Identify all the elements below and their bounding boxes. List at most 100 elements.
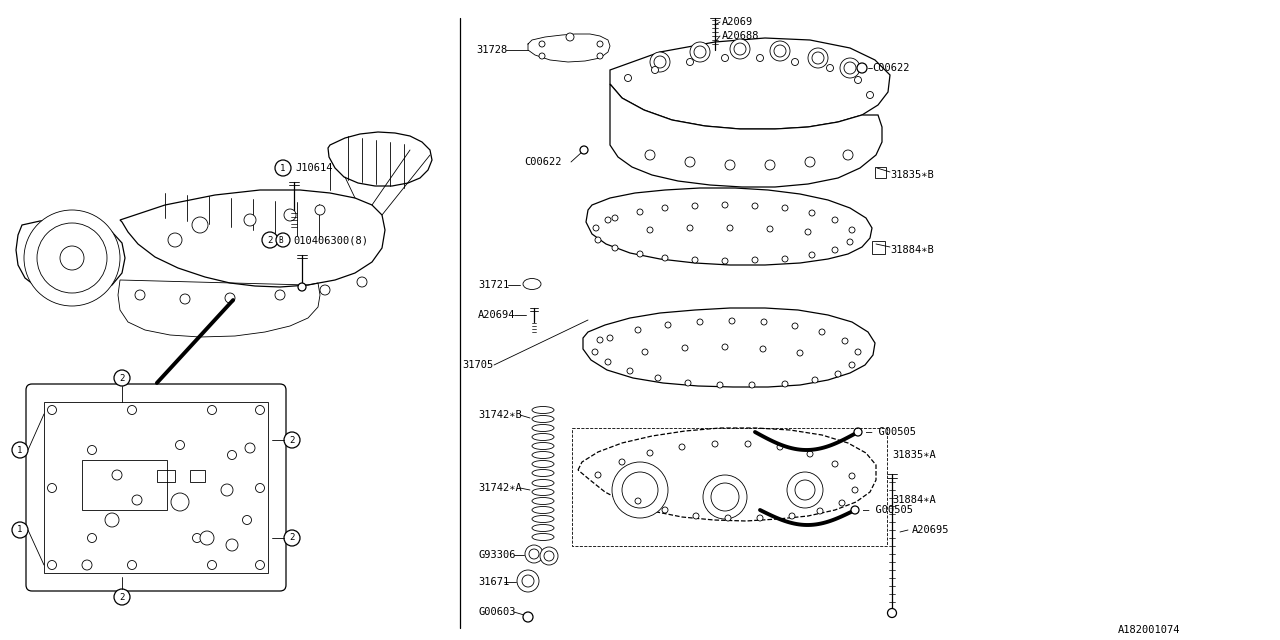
Circle shape (756, 54, 763, 61)
Polygon shape (579, 428, 876, 521)
Circle shape (662, 205, 668, 211)
Bar (157, 470, 175, 482)
Bar (44, 402, 268, 573)
Circle shape (749, 382, 755, 388)
Circle shape (529, 549, 539, 559)
Circle shape (544, 551, 554, 561)
Circle shape (690, 42, 710, 62)
Circle shape (727, 225, 733, 231)
Circle shape (760, 346, 765, 352)
Circle shape (128, 406, 137, 415)
Polygon shape (586, 188, 872, 265)
Ellipse shape (532, 406, 554, 413)
Circle shape (227, 539, 238, 551)
Text: C00622: C00622 (872, 63, 910, 73)
Circle shape (692, 257, 698, 263)
Circle shape (275, 160, 291, 176)
Circle shape (795, 480, 815, 500)
Text: 2: 2 (119, 374, 124, 383)
Circle shape (134, 290, 145, 300)
Circle shape (698, 319, 703, 325)
Circle shape (817, 508, 823, 514)
Circle shape (522, 575, 534, 587)
Circle shape (788, 513, 795, 519)
Text: 31742∗B: 31742∗B (477, 410, 522, 420)
Ellipse shape (532, 451, 554, 458)
Ellipse shape (532, 515, 554, 522)
Circle shape (612, 462, 668, 518)
Circle shape (692, 203, 698, 209)
Text: 31835∗A: 31835∗A (892, 450, 936, 460)
Circle shape (607, 335, 613, 341)
Circle shape (284, 432, 300, 448)
Circle shape (637, 209, 643, 215)
Circle shape (591, 349, 598, 355)
Circle shape (244, 443, 255, 453)
Circle shape (298, 283, 306, 291)
Circle shape (275, 290, 285, 300)
Polygon shape (582, 308, 876, 387)
Circle shape (596, 41, 603, 47)
Circle shape (809, 252, 815, 258)
Circle shape (605, 217, 611, 223)
Bar (572, 428, 887, 546)
Circle shape (24, 210, 120, 306)
Circle shape (635, 498, 641, 504)
Circle shape (847, 239, 852, 245)
Text: G93306: G93306 (477, 550, 516, 560)
Text: G00603: G00603 (477, 607, 516, 617)
Circle shape (808, 48, 828, 68)
Ellipse shape (532, 442, 554, 449)
Circle shape (686, 58, 694, 65)
Circle shape (805, 157, 815, 167)
Circle shape (842, 338, 849, 344)
Circle shape (838, 500, 845, 506)
Circle shape (730, 39, 750, 59)
Circle shape (113, 470, 122, 480)
Circle shape (782, 381, 788, 387)
Text: J10614: J10614 (294, 163, 333, 173)
Circle shape (593, 225, 599, 231)
Text: 31671: 31671 (477, 577, 509, 587)
Circle shape (517, 570, 539, 592)
Circle shape (712, 441, 718, 447)
Circle shape (114, 589, 131, 605)
Circle shape (595, 472, 602, 478)
Circle shape (595, 237, 602, 243)
Text: A20688: A20688 (722, 31, 759, 41)
Circle shape (105, 513, 119, 527)
Circle shape (320, 285, 330, 295)
Text: 31884∗B: 31884∗B (890, 245, 933, 255)
Text: 2: 2 (289, 435, 294, 445)
Circle shape (791, 58, 799, 65)
Circle shape (827, 65, 833, 72)
Circle shape (782, 256, 788, 262)
Circle shape (175, 440, 184, 449)
Circle shape (722, 202, 728, 208)
Circle shape (654, 56, 666, 68)
Circle shape (60, 246, 84, 270)
Circle shape (244, 214, 256, 226)
Circle shape (855, 349, 861, 355)
Circle shape (650, 52, 669, 72)
Circle shape (612, 215, 618, 221)
Circle shape (207, 561, 216, 570)
Circle shape (284, 209, 296, 221)
Circle shape (832, 461, 838, 467)
Text: 31721: 31721 (477, 280, 509, 290)
Circle shape (47, 406, 56, 415)
Text: – G00505: – G00505 (863, 505, 913, 515)
Text: B: B (279, 236, 283, 244)
Circle shape (662, 255, 668, 261)
Circle shape (806, 451, 813, 457)
Circle shape (200, 531, 214, 545)
Circle shape (819, 329, 826, 335)
Circle shape (87, 534, 96, 543)
Circle shape (596, 337, 603, 343)
Circle shape (172, 493, 189, 511)
Circle shape (635, 327, 641, 333)
Text: A182001074: A182001074 (1117, 625, 1180, 635)
Circle shape (180, 294, 189, 304)
Text: 31728: 31728 (476, 45, 507, 55)
Circle shape (47, 561, 56, 570)
